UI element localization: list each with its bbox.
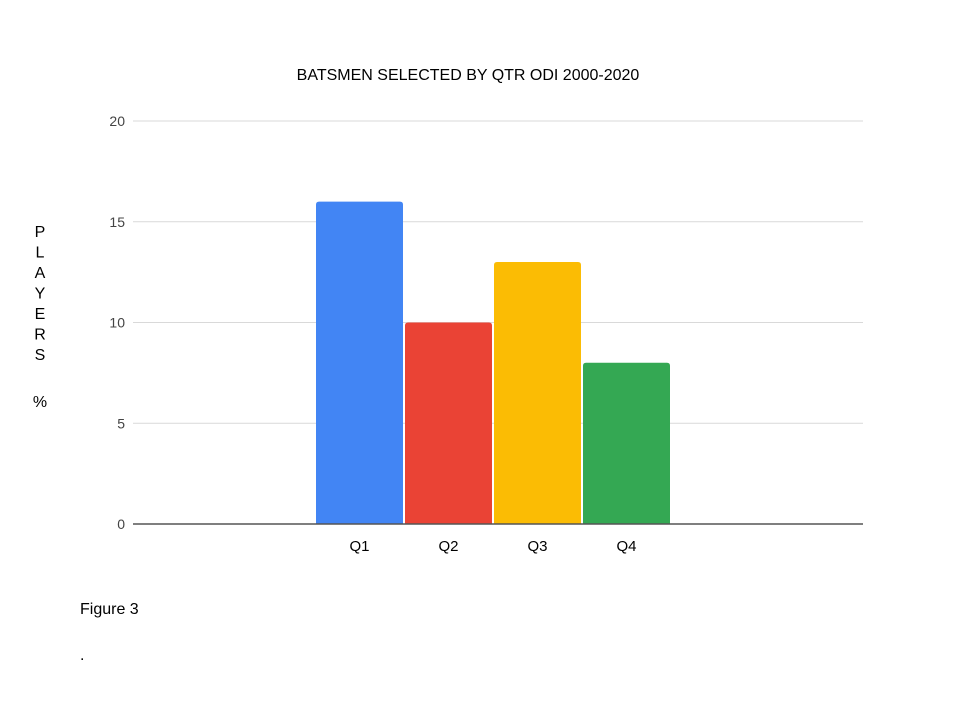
y-tick-label: 0	[117, 516, 125, 532]
bar-q4	[583, 362, 670, 524]
chart-title: BATSMEN SELECTED BY QTR ODI 2000-2020	[297, 67, 640, 84]
bar-q3	[494, 262, 581, 524]
x-category-label: Q3	[527, 538, 547, 555]
x-category-label: Q2	[438, 538, 458, 555]
y-tick-label: 20	[109, 113, 125, 129]
x-axis-categories: Q1 Q2 Q3 Q4	[349, 538, 636, 555]
figure-caption: Figure 3	[80, 601, 139, 618]
y-axis-ticks: 0 5 10 15 20	[109, 113, 125, 532]
bar-q1	[316, 201, 403, 524]
bars	[316, 201, 670, 524]
y-axis-label: P L A Y E R S%	[33, 224, 47, 411]
x-category-label: Q4	[616, 538, 636, 555]
y-tick-label: 10	[109, 315, 125, 331]
y-axis-title: P L A Y E R S%	[33, 224, 47, 411]
x-category-label: Q1	[349, 538, 369, 555]
y-tick-label: 15	[109, 214, 125, 230]
footnote: .	[80, 647, 85, 664]
y-tick-label: 5	[117, 415, 125, 431]
bar-q2	[405, 322, 492, 524]
